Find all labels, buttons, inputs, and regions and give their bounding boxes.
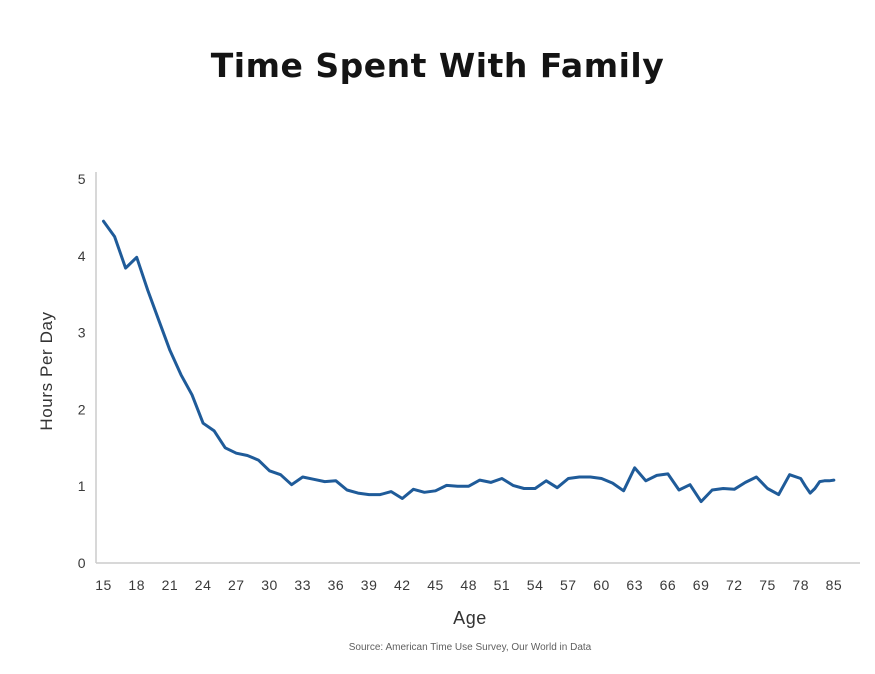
x-tick-label: 30	[261, 577, 278, 593]
x-tick-label: 18	[128, 577, 145, 593]
x-axis-title: Age	[453, 608, 487, 628]
x-tick-label: 39	[361, 577, 378, 593]
x-tick-label: 85	[826, 577, 843, 593]
x-tick-label: 66	[660, 577, 677, 593]
y-tick-label: 1	[78, 478, 86, 494]
x-tick-label: 78	[792, 577, 809, 593]
y-tick-label: 3	[78, 325, 86, 341]
x-tick-label: 72	[726, 577, 743, 593]
x-tick-label: 15	[95, 577, 112, 593]
source-note: Source: American Time Use Survey, Our Wo…	[348, 642, 592, 653]
x-tick-label: 36	[328, 577, 345, 593]
x-tick-label: 60	[593, 577, 610, 593]
x-tick-label: 33	[294, 577, 311, 593]
y-tick-label: 2	[78, 401, 86, 417]
x-tick-label: 75	[759, 577, 776, 593]
x-tick-label: 27	[228, 577, 245, 593]
x-tick-label: 51	[494, 577, 511, 593]
x-tick-label: 21	[162, 577, 179, 593]
x-tick-labels: 15 18 21 24 27 30 33 36 39 42 45 48 51 54 57 60 63 66 69 72…	[95, 577, 843, 593]
y-tick-label: 5	[78, 171, 86, 187]
y-tick-label: 0	[78, 555, 86, 571]
x-tick-label: 48	[460, 577, 477, 593]
x-tick-label: 57	[560, 577, 577, 593]
x-tick-label: 54	[527, 577, 544, 593]
x-tick-label: 63	[626, 577, 643, 593]
x-tick-label: 69	[693, 577, 710, 593]
x-tick-label: 45	[427, 577, 444, 593]
axes-group	[95, 172, 860, 564]
x-tick-label: 42	[394, 577, 411, 593]
x-tick-label: 24	[195, 577, 212, 593]
y-tick-labels: 0 1 2 3 4 5	[78, 171, 86, 571]
family-hours-line	[102, 219, 836, 504]
chart-title: Time Spent With Family	[210, 46, 665, 85]
y-tick-label: 4	[78, 248, 86, 264]
